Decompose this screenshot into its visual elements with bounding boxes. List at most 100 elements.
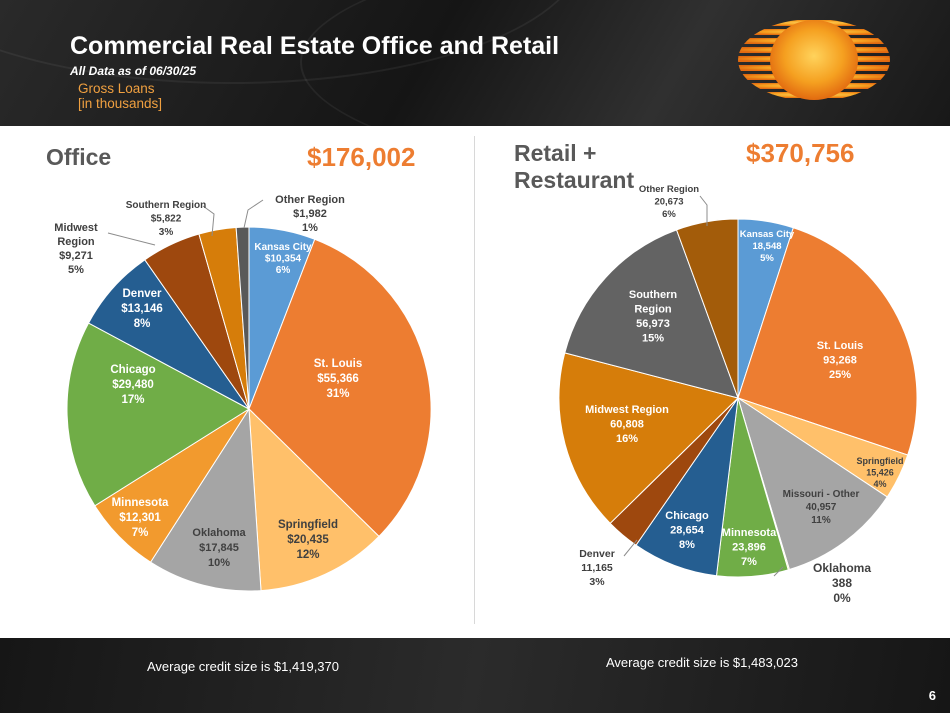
retail-label-kansas-city-name: Kansas City [740, 229, 795, 240]
office-slice-oklahoma [149, 407, 262, 592]
office-label-oklahoma-pct: 10% [208, 557, 230, 569]
office-average-credit: Average credit size is $1,419,370 [147, 659, 339, 674]
retail-label-denver-pct: 3% [589, 576, 605, 588]
units-note-line1: Gross Loans [78, 81, 155, 96]
retail-label-missouri-other-pct: 11% [811, 515, 831, 526]
retail-label-denver-value: 11,165 [581, 562, 613, 574]
retail-label-southern-region-name-line2: Region [634, 304, 672, 316]
office-label-chicago-value: $29,480 [112, 379, 154, 391]
office-label-chicago-name: Chicago [110, 364, 155, 376]
retail-slice-southern-region [564, 229, 739, 399]
retail-label-kansas-city-value: 18,548 [752, 241, 781, 252]
retail-label-st-louis-pct: 25% [829, 369, 851, 381]
office-total: $176,002 [307, 142, 416, 172]
office-leader-other-region [243, 199, 264, 229]
retail-label-springfield-pct: 4% [873, 479, 886, 489]
header-banner: Commercial Real Estate Office and Retail… [0, 0, 950, 126]
retail-label-southern-region-value: 56,973 [636, 318, 670, 330]
retail-slice-st-louis [737, 227, 918, 456]
panel-divider [474, 136, 475, 624]
retail-label-chicago-name: Chicago [665, 510, 709, 522]
retail-label-other-region-name: Other Region [639, 184, 699, 195]
office-slice-springfield [248, 407, 380, 592]
retail-slice-midwest-region [558, 352, 739, 525]
footer-banner [0, 638, 950, 713]
office-label-other-region-pct: 1% [302, 222, 318, 234]
retail-label-oklahoma-pct: 0% [833, 591, 851, 605]
office-label-minnesota-value: $12,301 [119, 512, 161, 524]
as-of-date: All Data as of 06/30/25 [70, 64, 197, 78]
office-label-denver-pct: 8% [134, 318, 151, 330]
retail-total: $370,756 [746, 138, 855, 168]
office-label-midwest-region-value: $9,271 [59, 250, 93, 262]
office-label-southern-region-name: Southern Region [126, 200, 207, 211]
page-number: 6 [928, 688, 936, 703]
retail-label-minnesota-name: Minnesota [722, 527, 777, 539]
retail-label-oklahoma-value: 388 [832, 576, 852, 590]
retail-label-other-region-value: 20,673 [654, 197, 683, 208]
retail-label-minnesota-value: 23,896 [732, 542, 766, 554]
retail-label-chicago-value: 28,654 [670, 525, 705, 537]
office-label-other-region-value: $1,982 [293, 208, 327, 220]
office-label-springfield-pct: 12% [296, 549, 319, 561]
office-leader-midwest-region [107, 232, 156, 246]
office-label-midwest-region-pct: 5% [68, 264, 84, 276]
retail-chart-title: Retail + Restaurant [514, 140, 634, 194]
office-label-st-louis-value: $55,366 [317, 373, 359, 385]
units-note: Gross Loans [in thousands] [78, 81, 162, 111]
retail-label-st-louis-value: 93,268 [823, 355, 857, 367]
office-label-oklahoma-value: $17,845 [199, 542, 239, 554]
retail-label-st-louis-name: St. Louis [817, 340, 863, 352]
retail-label-other-region-pct: 6% [662, 209, 676, 220]
retail-label-missouri-other-name: Missouri - Other [783, 489, 860, 500]
retail-slice-missouri-other [737, 396, 888, 571]
retail-label-springfield-value: 15,426 [866, 468, 894, 478]
retail-label-oklahoma-name: Oklahoma [813, 561, 871, 575]
sunrise-logo-icon [738, 20, 890, 100]
retail-title-line1: Retail + [514, 140, 597, 166]
retail-label-minnesota-pct: 7% [741, 556, 757, 568]
retail-leader-denver [623, 539, 638, 557]
retail-leader-oklahoma [773, 566, 784, 577]
office-label-denver-value: $13,146 [121, 303, 163, 315]
retail-label-kansas-city-pct: 5% [760, 253, 774, 264]
retail-title-line2: Restaurant [514, 167, 635, 193]
office-label-kansas-city-pct: 6% [276, 265, 291, 276]
retail-label-southern-region-name-line1: Southern [629, 289, 678, 301]
retail-label-springfield-name: Springfield [857, 456, 904, 466]
office-slice-other-region [235, 226, 250, 410]
office-label-kansas-city-value: $10,354 [265, 254, 302, 265]
office-label-midwest-region-name-line1: Midwest [54, 222, 98, 234]
office-label-southern-region-value: $5,822 [151, 214, 182, 225]
retail-label-midwest-region-name: Midwest Region [585, 404, 669, 416]
retail-label-denver-name: Denver [579, 548, 615, 560]
office-slice-st-louis [248, 238, 432, 538]
office-label-denver-name: Denver [123, 288, 163, 300]
retail-label-southern-region-pct: 15% [642, 333, 664, 345]
office-label-st-louis-pct: 31% [326, 388, 349, 400]
office-label-other-region-name: Other Region [275, 194, 345, 206]
office-label-springfield-name: Springfield [278, 519, 338, 531]
office-label-springfield-value: $20,435 [287, 534, 329, 546]
retail-label-missouri-other-value: 40,957 [806, 502, 837, 513]
office-leader-southern-region [202, 205, 215, 237]
units-note-line2: [in thousands] [78, 96, 163, 111]
retail-label-chicago-pct: 8% [679, 539, 695, 551]
office-label-st-louis-name: St. Louis [314, 358, 363, 370]
office-label-southern-region-pct: 3% [159, 227, 174, 238]
office-label-oklahoma-name: Oklahoma [192, 527, 246, 539]
retail-average-credit: Average credit size is $1,483,023 [606, 655, 798, 670]
office-label-chicago-pct: 17% [121, 394, 144, 406]
office-chart-title: Office [46, 144, 112, 170]
retail-label-midwest-region-value: 60,808 [610, 419, 644, 431]
page-title: Commercial Real Estate Office and Retail [70, 32, 560, 60]
retail-label-midwest-region-pct: 16% [616, 433, 638, 445]
retail-leader-other-region [699, 195, 708, 226]
office-label-minnesota-name: Minnesota [112, 497, 169, 509]
background-swoosh [300, 0, 950, 126]
office-slice-chicago [66, 322, 250, 507]
office-label-midwest-region-name-line2: Region [57, 236, 95, 248]
office-label-kansas-city-name: Kansas City [254, 242, 312, 253]
office-label-minnesota-pct: 7% [132, 527, 149, 539]
